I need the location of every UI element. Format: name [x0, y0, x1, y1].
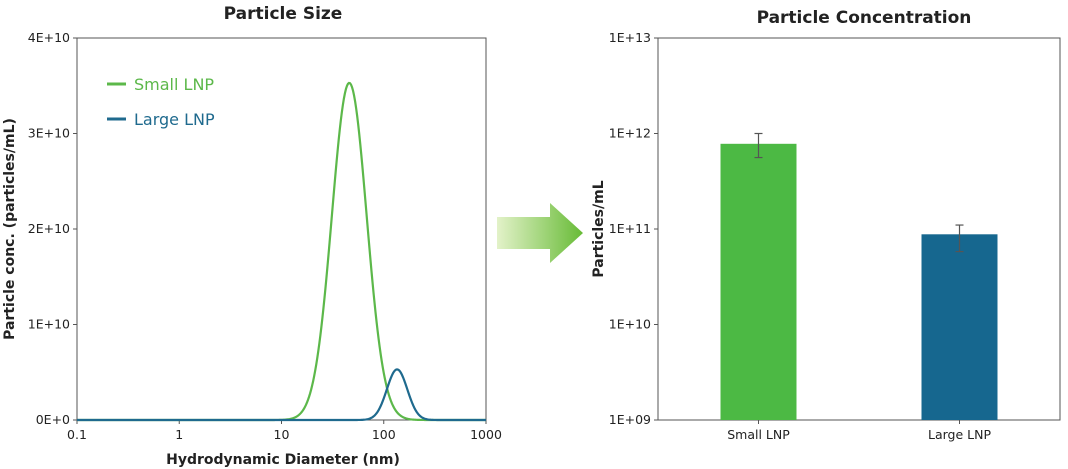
y-tick-label: 1E+10 — [28, 317, 70, 332]
series-line-small-lnp — [77, 81, 486, 422]
particle-size-plot-frame — [76, 37, 487, 421]
arrow-icon — [497, 203, 583, 263]
y-tick-label: 0E+0 — [36, 412, 70, 427]
particle-size-title: Particle Size — [224, 4, 343, 24]
particle-concentration-chart: Particle Concentration 1E+09 1E+10 1E+11 1E… — [591, 8, 1061, 442]
particle-concentration-plot-frame — [657, 37, 1061, 421]
y-tick-label: 3E+10 — [28, 126, 70, 141]
y-tick-label: 1E+12 — [609, 126, 651, 141]
legend-label-large-lnp: Large LNP — [134, 110, 215, 129]
series-line-large-lnp — [77, 368, 486, 422]
x-tick-label: 0.1 — [67, 427, 87, 442]
y-tick-label: 1E+11 — [609, 221, 651, 236]
x-tick-label: Large LNP — [928, 427, 991, 442]
y-tick-label: 1E+10 — [609, 317, 651, 332]
bar-small-lnp — [720, 143, 797, 420]
y-tick-label: 1E+13 — [609, 30, 651, 45]
x-tick-label: Small LNP — [727, 427, 790, 442]
x-tick-label: 1000 — [470, 427, 502, 442]
x-tick-label: 1 — [175, 427, 183, 442]
x-tick-label: 100 — [372, 427, 396, 442]
y-tick-label: 4E+10 — [28, 30, 70, 45]
y-tick-label: 2E+10 — [28, 221, 70, 236]
legend-label-small-lnp: Small LNP — [134, 75, 214, 94]
particle-size-xlabel: Hydrodynamic Diameter (nm) — [166, 452, 400, 468]
particle-size-chart: Particle Size 0E+0 1E+10 2E+10 3E+10 4E+10 0… — [2, 4, 502, 468]
particle-concentration-title: Particle Concentration — [757, 8, 972, 28]
bar-large-lnp — [921, 234, 998, 420]
x-tick-label: 10 — [274, 427, 290, 442]
particle-size-legend: Small LNP Large LNP — [107, 75, 215, 129]
particle-size-ylabel: Particle conc. (particles/mL) — [2, 118, 18, 340]
particle-concentration-ylabel: Particles/mL — [591, 180, 607, 277]
y-tick-label: 1E+09 — [609, 412, 651, 427]
